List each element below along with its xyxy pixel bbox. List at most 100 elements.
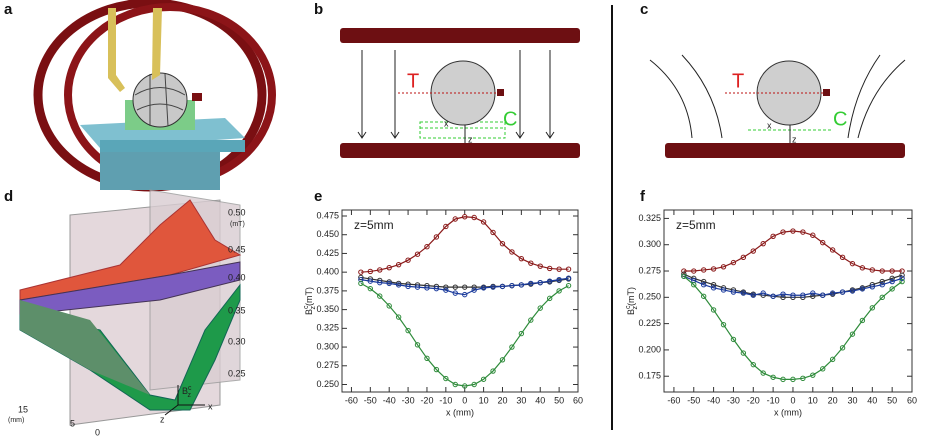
data-point [367, 278, 374, 284]
z-label: z [468, 134, 473, 144]
data-point [565, 275, 572, 281]
ylabel-sub: z [632, 305, 639, 309]
data-point [889, 278, 895, 285]
data-point [424, 243, 430, 250]
data-point [546, 278, 553, 284]
data-point [556, 276, 562, 283]
data-point [710, 285, 717, 291]
y-axis-label: Bcz(mT) [625, 287, 639, 315]
data-point [730, 259, 737, 266]
data-point [760, 240, 766, 247]
data-point [377, 293, 383, 299]
data-point [780, 294, 786, 301]
depth-unit: (mm) [8, 417, 24, 424]
y-tick-label: 0.350 [316, 304, 339, 314]
series-line [683, 275, 903, 297]
x-tick-label: -20 [420, 395, 433, 405]
data-point [899, 278, 905, 285]
data-point [879, 281, 885, 288]
data-point [889, 268, 895, 274]
data-point [750, 292, 756, 298]
annotation: z=5mm [676, 218, 716, 232]
x-tick-label: -10 [767, 395, 780, 405]
data-point [537, 279, 543, 286]
data-point [386, 280, 392, 287]
series-line [360, 282, 569, 387]
data-point [499, 241, 506, 247]
data-point [443, 223, 449, 230]
apparatus-illustration [33, 0, 276, 192]
data-point [367, 268, 374, 275]
data-point [462, 383, 468, 389]
data-point [879, 294, 885, 301]
data-point [490, 284, 496, 290]
data-point [839, 345, 846, 351]
panel-label: a [4, 1, 13, 18]
data-point [869, 267, 876, 273]
data-point [509, 249, 515, 255]
data-point [452, 381, 458, 388]
data-point [358, 269, 364, 275]
field-unit: (mT) [230, 221, 245, 228]
x-label: x [767, 120, 772, 130]
depth-tick: 0 [95, 427, 100, 437]
data-point [790, 292, 796, 298]
data-point [720, 287, 727, 293]
data-point [490, 229, 496, 236]
data-point [720, 264, 727, 270]
y-tick-label: 0.425 [316, 248, 339, 258]
y-axis-label: Bcz(mT) [303, 287, 317, 315]
data-point [760, 290, 766, 296]
data-point [899, 275, 905, 282]
x-tick-label: 60 [573, 395, 583, 405]
data-point [770, 293, 776, 299]
data-point [377, 267, 383, 273]
plot-frame [663, 209, 913, 393]
data-point [480, 285, 487, 291]
data-point [760, 370, 766, 376]
field-tick: 0.40 [228, 272, 246, 282]
data-point [471, 284, 477, 290]
data-point [565, 266, 572, 272]
data-point [537, 263, 543, 269]
panel-label: d [4, 188, 13, 205]
x-tick-label: 50 [887, 395, 897, 405]
data-point [740, 350, 747, 356]
x-axis-label: x (mm) [774, 407, 802, 417]
data-point [780, 229, 786, 235]
axis-x-label: x [208, 401, 213, 411]
data-point [780, 376, 786, 383]
data-point [810, 290, 816, 296]
x-tick-label: -40 [707, 395, 720, 405]
annotation: z=5mm [354, 218, 394, 232]
data-point [730, 336, 737, 343]
x-tick-label: -60 [667, 395, 680, 405]
series-line [683, 275, 903, 380]
field-tick: 0.30 [228, 336, 246, 346]
data-point [810, 293, 816, 299]
ylabel-sub: z [310, 305, 317, 309]
data-point [730, 289, 737, 295]
data-point [889, 286, 895, 292]
data-point [879, 278, 885, 285]
data-point [518, 330, 525, 337]
ylabel-sup: c [625, 305, 632, 309]
data-point [859, 286, 866, 292]
data-point [471, 287, 477, 293]
data-point [433, 234, 440, 240]
x-tick-label: 30 [847, 395, 857, 405]
data-point [691, 268, 697, 274]
y-tick-label: 0.300 [316, 341, 339, 351]
field-tick: 0.50 [228, 207, 246, 217]
data-point [509, 282, 515, 289]
data-point [480, 376, 487, 382]
data-point [780, 291, 786, 297]
data-point [770, 374, 776, 380]
data-point [849, 331, 856, 337]
data-point [480, 219, 487, 225]
data-point [810, 372, 816, 378]
data-point [790, 376, 796, 383]
data-point [889, 275, 895, 282]
y-tick-label: 0.225 [638, 318, 661, 328]
depth-tick: 15 [18, 404, 28, 414]
